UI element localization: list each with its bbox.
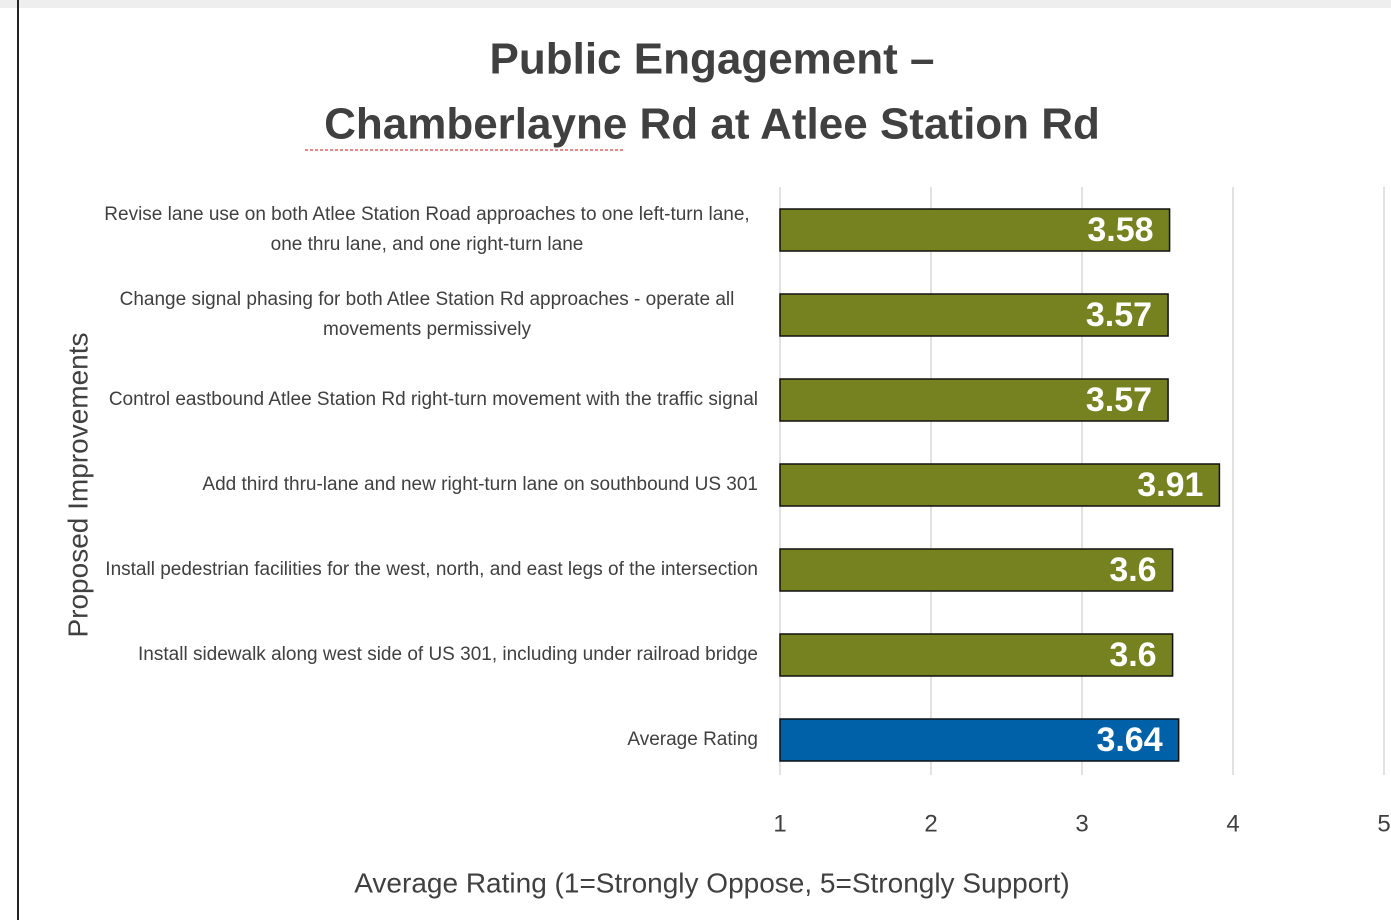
value-label: 3.64 (1096, 721, 1162, 759)
value-label: 3.57 (1086, 296, 1152, 334)
chart-subtitle: Chamberlayne Rd at Atlee Station Rd (324, 100, 1100, 149)
value-label: 3.6 (1109, 636, 1156, 674)
y-tick-label: Change signal phasing for both Atlee Sta… (96, 280, 758, 350)
bar (779, 548, 1174, 592)
category-text: Change signal phasing for both Atlee Sta… (119, 289, 735, 340)
category-text: Add third thru-lane and new right-turn l… (202, 474, 758, 495)
category-text: Average Rating (627, 729, 758, 750)
x-tick-label: 4 (1226, 810, 1239, 837)
bar (779, 208, 1171, 252)
category-text: Install sidewalk along west side of US 3… (138, 644, 758, 665)
y-tick-label: Install pedestrian facilities for the we… (96, 535, 758, 605)
x-tick-label: 1 (773, 810, 786, 837)
y-tick-label: Average Rating (96, 705, 758, 775)
value-label: 3.57 (1086, 381, 1152, 419)
top-band (0, 0, 1391, 8)
category-text: Install pedestrian facilities for the we… (105, 559, 758, 580)
x-tick-label: 5 (1377, 810, 1390, 837)
category-text: Control eastbound Atlee Station Rd right… (108, 389, 758, 410)
bar (779, 293, 1169, 337)
x-tick-label: 2 (924, 810, 937, 837)
x-tick-label: 3 (1075, 810, 1088, 837)
category-text: Revise lane use on both Atlee Station Ro… (104, 204, 750, 255)
value-label: 3.6 (1109, 551, 1156, 589)
y-tick-label: Revise lane use on both Atlee Station Ro… (96, 195, 758, 265)
value-label: 3.58 (1087, 211, 1153, 249)
bar (779, 718, 1180, 762)
y-tick-label: Add third thru-lane and new right-turn l… (96, 450, 758, 520)
y-axis-label: Proposed Improvements (62, 332, 93, 637)
bar (779, 633, 1174, 677)
x-axis-label: Average Rating (1=Strongly Oppose, 5=Str… (354, 867, 1069, 898)
y-tick-label: Control eastbound Atlee Station Rd right… (96, 365, 758, 435)
bar (779, 378, 1169, 422)
y-tick-label: Install sidewalk along west side of US 3… (96, 620, 758, 690)
bar (779, 463, 1221, 507)
chart-title: Public Engagement – (490, 35, 935, 84)
value-label: 3.91 (1137, 466, 1203, 504)
